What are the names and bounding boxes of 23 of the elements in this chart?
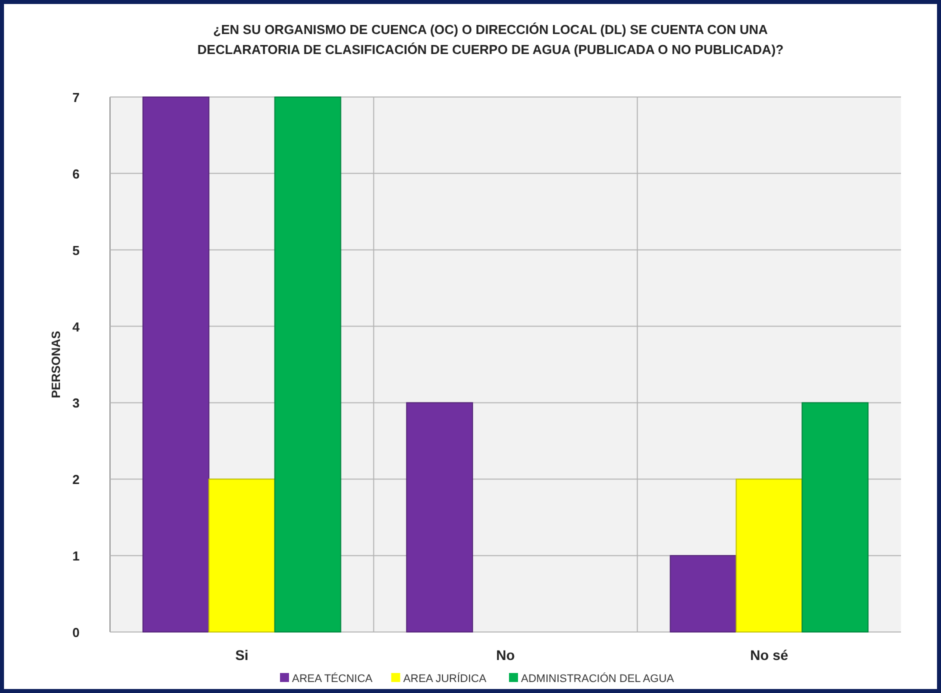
bar	[802, 402, 869, 632]
legend-label: AREA TÉCNICA	[292, 672, 374, 685]
y-tick-label: 7	[72, 90, 80, 105]
y-axis-title: PERSONAS	[49, 330, 63, 398]
y-tick-label: 3	[72, 396, 80, 411]
x-tick-label: No	[496, 647, 515, 663]
bar	[736, 478, 803, 632]
x-tick-label: No sé	[750, 647, 788, 663]
y-tick-label: 4	[72, 319, 80, 334]
bar	[142, 96, 210, 632]
legend-label: AREA JURÍDICA	[403, 672, 487, 685]
y-tick-label: 5	[72, 242, 80, 258]
y-tick-label: 1	[72, 548, 80, 564]
bar	[208, 478, 276, 632]
y-tick-label: 6	[72, 166, 80, 182]
bar	[274, 96, 342, 632]
x-tick-label: Si	[235, 647, 248, 663]
y-tick-label: 2	[72, 472, 80, 488]
legend-label: ADMINISTRACIÓN DEL AGUA	[521, 672, 675, 685]
bar	[406, 402, 474, 632]
bar	[670, 555, 737, 632]
chart-title: ¿EN SU ORGANISMO DE CUENCA (OC) O DIRECCIÓN LOCAL (DL) SE CUENTA CON UNA DECLARATORIA DE CLASIFICACIÓN DE CUERPO DE AGUA (PUBLICADA O NO PUBLICADA)?	[197, 22, 784, 57]
y-tick-label: 0	[72, 625, 80, 640]
